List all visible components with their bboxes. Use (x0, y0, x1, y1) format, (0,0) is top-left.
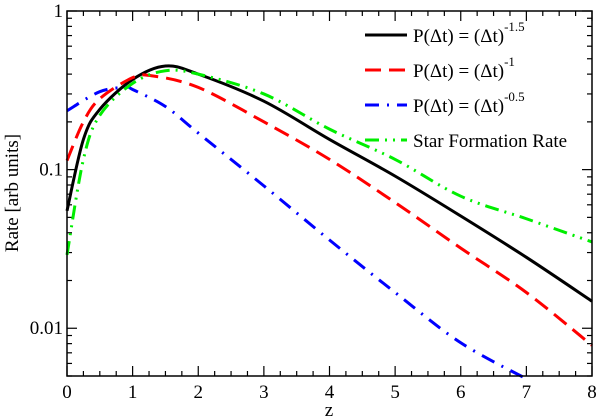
x-tick-label: 8 (587, 382, 597, 403)
x-tick-label: 0 (62, 382, 72, 403)
series-line (65, 73, 593, 347)
series-lines (65, 64, 593, 381)
x-tick-label: 2 (194, 382, 204, 403)
x-tick-label: 6 (456, 382, 466, 403)
y-tick-label: 1 (54, 1, 64, 22)
series-line (65, 68, 593, 256)
x-tick-label: 7 (522, 382, 532, 403)
legend: P(Δt) = (Δt)-1.5 P(Δt) = (Δt)-1 P(Δt) = (Δ… (365, 19, 567, 152)
x-axis-label: z (325, 400, 333, 418)
legend-label: Star Formation Rate (413, 131, 567, 152)
x-tick-label: 1 (128, 382, 138, 403)
series-line (65, 64, 593, 303)
legend-label: P(Δt) = (Δt)-1 (413, 54, 515, 82)
axis-ticks: 0 1 2 3 4 5 6 7 8 1 0.1 0.01 (30, 1, 597, 403)
y-tick-label: 0.1 (39, 160, 63, 181)
x-tick-label: 4 (325, 382, 335, 403)
x-tick-label: 3 (259, 382, 269, 403)
plot-frame (66, 10, 593, 377)
legend-label: P(Δt) = (Δt)-0.5 (413, 89, 525, 117)
y-tick-label: 0.01 (30, 318, 63, 339)
y-axis-label: Rate [arb units] (2, 134, 23, 252)
x-tick-label: 5 (390, 382, 400, 403)
legend-label: P(Δt) = (Δt)-1.5 (413, 19, 525, 47)
